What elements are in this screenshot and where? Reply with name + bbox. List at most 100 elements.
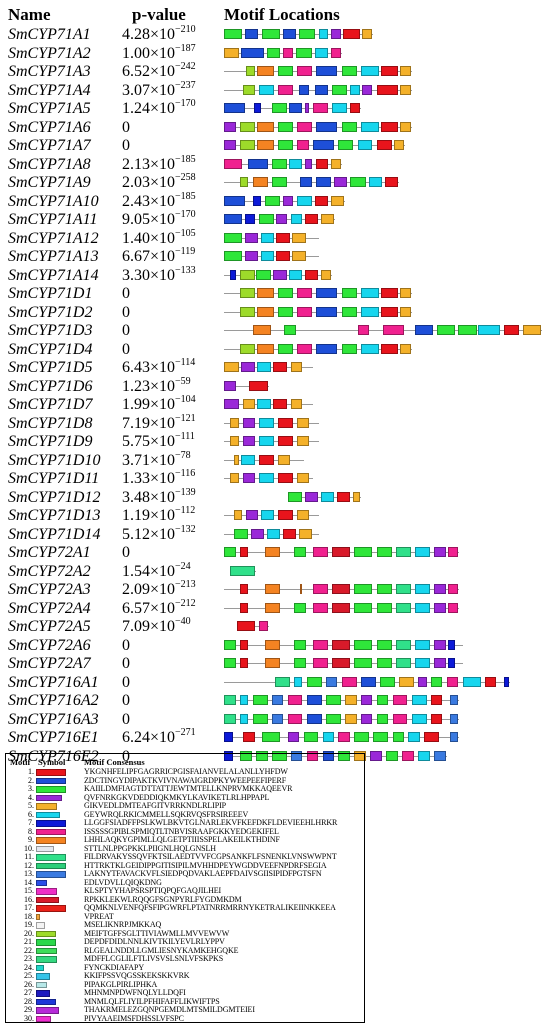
- pvalue-exponent: −132: [175, 523, 196, 535]
- gene-name: SmCYP71A11: [8, 211, 98, 228]
- motif-3-box: [332, 84, 347, 95]
- gene-pvalue: 7.19×10−121: [122, 413, 196, 433]
- gene-name: SmCYP716A1: [8, 673, 99, 691]
- legend-motif-number: 5.: [28, 801, 34, 810]
- gene-name: SmCYP71D13: [8, 507, 101, 524]
- motif-3-box: [255, 750, 268, 761]
- motif-5-box: [224, 362, 239, 372]
- legend-motif-consensus: PIPAKGLPIRLIPHKA: [84, 979, 158, 989]
- motif-7-box: [254, 103, 262, 113]
- motif-5-box: [320, 214, 335, 224]
- gene-pvalue: 6.43×10−114: [122, 358, 195, 377]
- motif-3-box: [376, 658, 392, 668]
- pvalue-exponent: −242: [175, 61, 196, 72]
- motif-4-box: [224, 380, 236, 391]
- motif-6-box: [266, 528, 281, 539]
- motif-2-box: [316, 288, 338, 298]
- motif-3-box: [278, 288, 293, 298]
- motif-3-box: [392, 732, 405, 742]
- gene-pvalue: 6.57×10−212: [122, 598, 196, 618]
- motif-6-box: [257, 362, 271, 372]
- motif-4-box: [273, 269, 287, 280]
- motif-4-box: [241, 362, 255, 372]
- motif-3-box: [224, 547, 236, 557]
- gene-row: SmCYP71A6 0: [0, 119, 550, 137]
- motif-8-box: [313, 584, 328, 594]
- gene-pvalue: 1.24×10−170: [122, 99, 196, 118]
- legend-motif-number: 25.: [24, 971, 34, 980]
- motif-1-box: [278, 473, 293, 483]
- gene-name: SmCYP71A10: [8, 192, 99, 210]
- legend-motif-consensus: PIVYAAEIMSFDHSSLVFSPC: [84, 1013, 184, 1023]
- motif-5-box: [352, 491, 360, 502]
- motif-3-box: [386, 750, 398, 761]
- motif-6-box: [257, 399, 271, 409]
- gene-pvalue: 1.54×10−24: [122, 561, 191, 581]
- gene-row: SmCYP71D10 3.71×10−78: [0, 450, 550, 470]
- gene-name: SmCYP71A3: [8, 63, 91, 80]
- gene-pvalue: 0: [122, 637, 130, 655]
- pvalue-mantissa: 0: [122, 340, 130, 358]
- gene-name: SmCYP71A8: [8, 155, 91, 173]
- motif-5-box: [320, 269, 332, 280]
- legend-motif-symbol: [36, 990, 50, 997]
- motif-3-box: [266, 47, 281, 58]
- legend-motif-number: 2.: [28, 775, 34, 785]
- legend-motif-number: 26.: [24, 979, 34, 989]
- motif-3-box: [271, 158, 287, 169]
- gene-row: SmCYP71D12 3.48×10−139: [0, 487, 550, 507]
- legend-row: 21. DEPDFDIDLNNLKIVTKILYEVLRLYPPV: [6, 937, 364, 947]
- legend-motif-symbol: [36, 888, 57, 895]
- legend-row: 14. EDLVDVLLQIQKDNG: [6, 878, 364, 888]
- motif-8-box: [313, 103, 328, 113]
- pvalue-mantissa: 6.52×10: [122, 63, 176, 80]
- pvalue-exponent: −213: [175, 579, 196, 590]
- gene-track-line: [224, 755, 447, 757]
- gene-row: SmCYP716A3 0: [0, 711, 550, 729]
- motif-5-box: [292, 232, 306, 243]
- gene-name: SmCYP71A1: [8, 26, 91, 43]
- motif-5-box: [400, 66, 411, 76]
- motif-1-box: [278, 417, 293, 428]
- pvalue-mantissa: 9.05×10: [122, 211, 176, 228]
- legend-motif-symbol: [36, 871, 66, 878]
- motif-4-box: [243, 417, 255, 428]
- motif-8-box: [448, 602, 459, 613]
- motif-3-box: [303, 732, 319, 742]
- motif-2-box: [241, 47, 265, 58]
- gene-pvalue: 0: [122, 285, 130, 303]
- motif-4-box: [433, 602, 446, 613]
- motif-5-box: [344, 695, 357, 705]
- motif-6-box: [411, 713, 427, 724]
- legend-motif-symbol: [36, 811, 60, 818]
- pvalue-exponent: −210: [175, 24, 196, 35]
- motif-4-box: [276, 214, 287, 224]
- motif-4-box: [224, 121, 236, 132]
- pvalue-mantissa: 3.30×10: [122, 266, 176, 284]
- legend-motif-number: 6.: [28, 809, 34, 819]
- motif-6-box: [297, 195, 313, 206]
- motif-1-box: [381, 66, 398, 76]
- legend-motif-consensus: DEPDFDIDLNNLKIVTKILYEVLRLYPPV: [84, 937, 225, 946]
- motif-3-box: [354, 658, 373, 668]
- legend-motif-consensus: FILDRVAKYSSQVFKTSILAEDTVVFCGPSANKFLFSNEN…: [84, 852, 337, 861]
- motif-1-box: [249, 380, 268, 391]
- motif-1-box: [282, 528, 297, 539]
- motif-3-box: [376, 639, 392, 650]
- motif-11-box: [395, 602, 411, 613]
- legend-motif-number: 8.: [28, 826, 34, 836]
- motif-8-box: [446, 676, 459, 687]
- gene-pvalue: 0: [122, 341, 130, 359]
- motif-4-box: [251, 528, 265, 539]
- gene-row: SmCYP716A2 0: [0, 692, 550, 710]
- legend-motif-number: 7.: [28, 818, 34, 827]
- motif-1-box: [236, 621, 255, 631]
- gene-name: SmCYP71D4: [8, 340, 93, 358]
- motif-8-box: [297, 66, 313, 76]
- legend-motif-symbol: [36, 794, 62, 801]
- motif-1-box: [381, 288, 398, 298]
- motif-4-box: [360, 695, 373, 705]
- motif-6-box: [322, 732, 335, 742]
- motif-3-box: [306, 676, 322, 687]
- motif-4-box: [433, 584, 446, 594]
